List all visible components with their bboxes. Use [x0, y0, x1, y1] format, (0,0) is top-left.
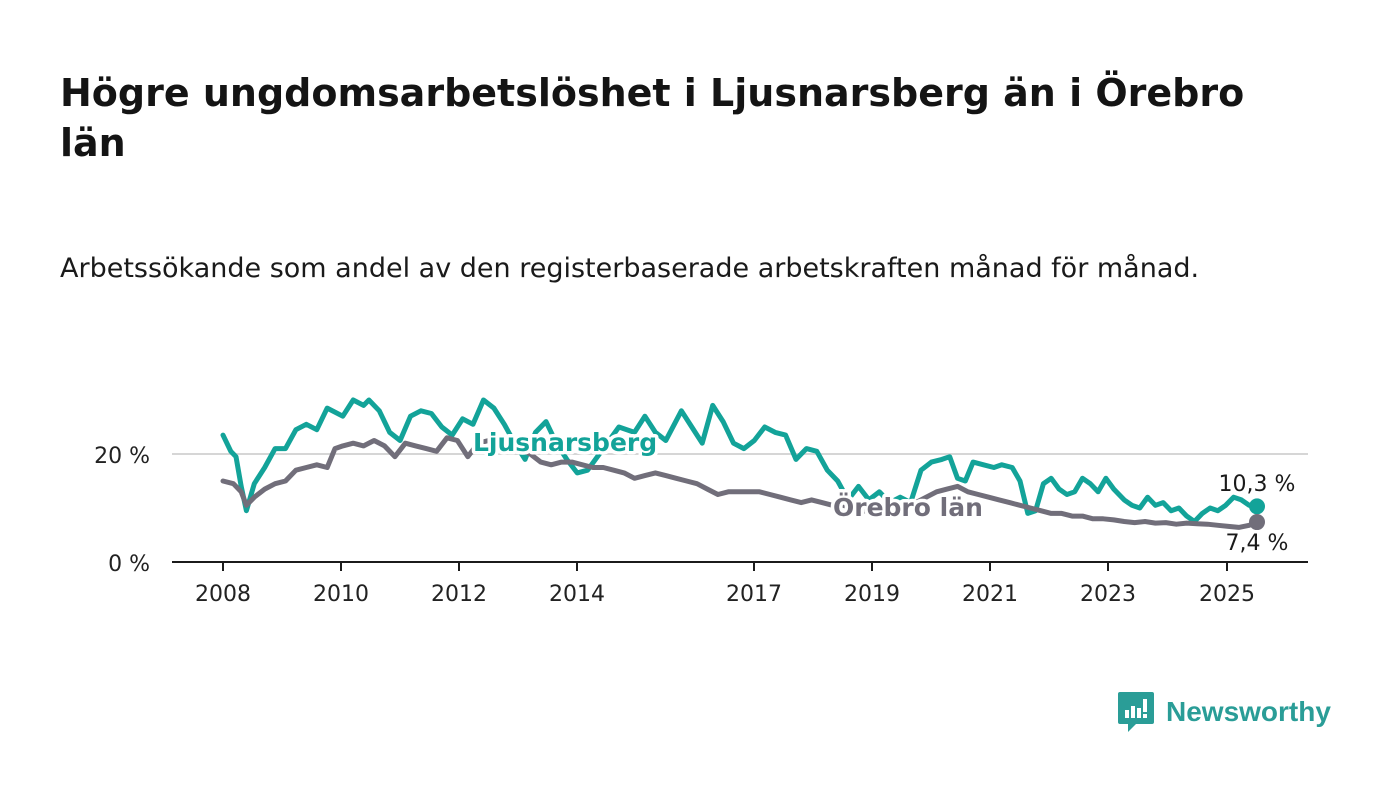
series-layer — [220, 397, 1265, 531]
end-value-label-halo: 7,4 % — [1226, 531, 1289, 556]
chart-subtitle: Arbetssökande som andel av den registerb… — [60, 253, 1200, 284]
axis-layer: 0 % 20 % 2008 2010 2012 2014 2017 2019 2021 2023 2… — [94, 444, 1308, 607]
series-name-label-halo: Ljusnarsberg — [473, 428, 657, 457]
end-value-label-orebro-lan: 7,4 % — [1226, 531, 1289, 556]
series-name-label-halo: Örebro län — [833, 492, 983, 522]
x-tick-label: 2008 — [195, 582, 251, 607]
x-tick-label: 2017 — [726, 582, 782, 607]
x-tick-label: 2012 — [431, 582, 487, 607]
brand-name: Newsworthy — [1166, 696, 1331, 727]
series-line-ljusnarsberg — [220, 397, 1260, 524]
x-tick-label: 2021 — [962, 582, 1018, 607]
chart-title: Högre ungdomsarbetslöshet i Ljusnarsberg… — [60, 71, 1245, 165]
end-value-label-ljusnarsberg: 10,3 % — [1219, 472, 1296, 497]
newsworthy-logo-icon — [1118, 692, 1154, 732]
y-tick-label: 20 % — [94, 444, 150, 469]
end-value-label-halo: 10,3 % — [1219, 472, 1296, 497]
series-line-orebro-lan — [220, 435, 1260, 530]
x-tick-label: 2025 — [1199, 582, 1255, 607]
x-tick-label: 2019 — [844, 582, 900, 607]
series-label-ljusnarsberg: Ljusnarsberg — [473, 428, 657, 457]
x-tick-label: 2014 — [549, 582, 605, 607]
series-label-orebro-lan: Örebro län — [833, 492, 983, 522]
series-end-point — [1249, 498, 1265, 515]
series-end-point — [1249, 514, 1265, 531]
x-tick-label: 2010 — [313, 582, 369, 607]
y-tick-label: 0 % — [108, 552, 150, 577]
newsworthy-brand[interactable]: Newsworthy — [1116, 690, 1331, 734]
x-tick-label: 2023 — [1080, 582, 1136, 607]
